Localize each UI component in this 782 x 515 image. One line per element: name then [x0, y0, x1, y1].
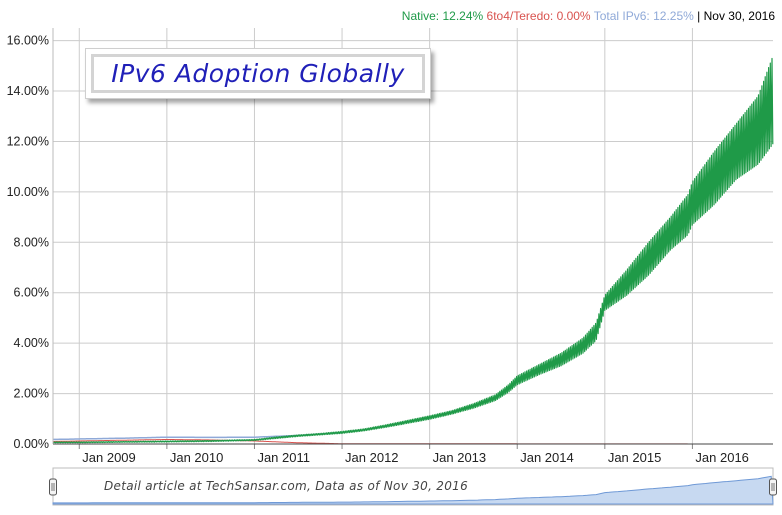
- legend-native: Native: 12.24%: [401, 9, 484, 23]
- x-tick-label: Jan 2012: [345, 450, 399, 465]
- legend-teredo: 6to4/Teredo: 0.00%: [486, 9, 591, 23]
- chart-title-frame: IPv6 Adoption Globally: [91, 54, 425, 93]
- chart-title: IPv6 Adoption Globally: [111, 59, 405, 88]
- y-tick-label: 8.00%: [14, 235, 49, 249]
- y-tick-label: 0.00%: [14, 437, 49, 451]
- x-tick-label: Jan 2015: [608, 450, 662, 465]
- legend: Native: 12.24% 6to4/Teredo: 0.00% Total …: [402, 9, 775, 23]
- x-tick-label: Jan 2014: [520, 450, 574, 465]
- y-tick-label: 10.00%: [7, 185, 49, 199]
- plot-area: [52, 57, 774, 445]
- navigator-area: [52, 475, 774, 505]
- y-tick-label: 16.00%: [7, 34, 49, 48]
- y-tick-label: 12.00%: [7, 134, 49, 148]
- x-tick-label: Jan 2011: [257, 450, 310, 465]
- y-tick-label: 2.00%: [14, 387, 49, 401]
- x-tick-label: Jan 2013: [433, 450, 487, 465]
- x-tick-label: Jan 2010: [170, 450, 224, 465]
- legend-separator: |: [697, 9, 701, 23]
- axes: Jan 2009 Jan 2010 Jan 2011 Jan 2012 Jan 2013…: [7, 28, 773, 465]
- y-tick-label: 4.00%: [14, 336, 49, 350]
- x-tick-label: Jan 2016: [695, 450, 749, 465]
- legend-total: Total IPv6: 12.25%: [593, 9, 694, 23]
- navigator-handle-right[interactable]: [769, 478, 777, 496]
- range-navigator[interactable]: [49, 467, 777, 506]
- x-tick-label: Jan 2009: [82, 450, 136, 465]
- navigator-handle-left[interactable]: [49, 478, 57, 496]
- y-tick-label: 14.00%: [7, 84, 49, 98]
- chart-title-box: IPv6 Adoption Globally: [85, 48, 431, 99]
- legend-date: Nov 30, 2016: [703, 9, 775, 23]
- series-native: [52, 57, 774, 444]
- footnote: Detail article at TechSansar.com, Data a…: [104, 479, 469, 493]
- y-tick-label: 6.00%: [14, 286, 49, 300]
